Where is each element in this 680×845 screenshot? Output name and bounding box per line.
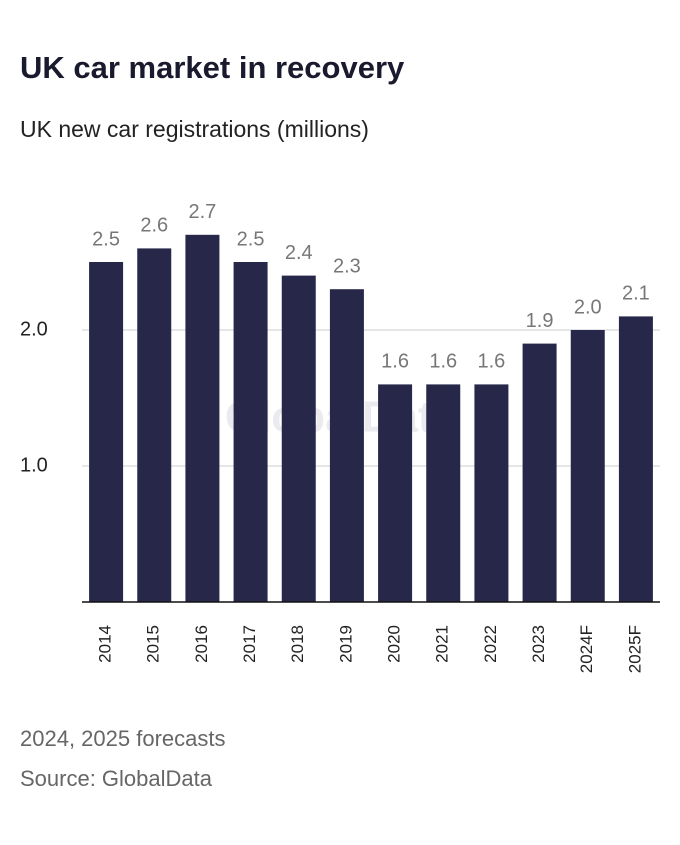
x-tick-label: 2020 bbox=[385, 625, 404, 663]
x-tick-label: 2018 bbox=[288, 625, 307, 663]
y-tick-label: 2.0 bbox=[20, 318, 48, 340]
value-label: 1.6 bbox=[429, 351, 457, 373]
x-tick-label: 2024F bbox=[577, 625, 596, 673]
bar bbox=[233, 262, 268, 602]
x-tick-label: 2017 bbox=[240, 625, 259, 663]
x-tick-label: 2022 bbox=[481, 625, 500, 663]
value-label: 1.9 bbox=[526, 310, 554, 332]
x-tick-label: 2023 bbox=[529, 625, 548, 663]
note: 2024, 2025 forecasts bbox=[20, 726, 225, 751]
chart-title: UK car market in recovery bbox=[20, 50, 405, 85]
value-label: 2.5 bbox=[92, 228, 120, 250]
x-tick-label: 2016 bbox=[192, 625, 211, 663]
bar bbox=[281, 275, 316, 602]
value-label: 2.5 bbox=[237, 228, 265, 250]
value-label: 2.1 bbox=[622, 283, 650, 305]
source: Source: GlobalData bbox=[20, 766, 213, 791]
x-tick-label: 2021 bbox=[433, 625, 452, 663]
bar bbox=[474, 384, 509, 602]
value-label: 1.6 bbox=[381, 351, 409, 373]
bar bbox=[618, 316, 653, 602]
bar bbox=[570, 330, 605, 602]
x-tick-label: 2025F bbox=[625, 625, 644, 673]
x-tick-label: 2019 bbox=[336, 625, 355, 663]
bar bbox=[378, 384, 413, 602]
value-label: 2.6 bbox=[140, 215, 168, 237]
value-label: 1.6 bbox=[478, 351, 506, 373]
bar bbox=[185, 234, 220, 603]
bar bbox=[426, 384, 461, 602]
x-tick-label: 2015 bbox=[144, 625, 163, 663]
bar bbox=[137, 248, 172, 602]
value-label: 2.3 bbox=[333, 255, 361, 277]
chart-subtitle: UK new car registrations (millions) bbox=[20, 116, 369, 142]
y-tick-label: 1.0 bbox=[20, 454, 48, 476]
bar bbox=[89, 262, 124, 602]
value-label: 2.4 bbox=[285, 242, 313, 264]
bar bbox=[522, 343, 557, 602]
bar bbox=[329, 289, 364, 602]
x-tick-label: 2014 bbox=[96, 625, 115, 663]
value-label: 2.7 bbox=[189, 201, 217, 223]
value-label: 2.0 bbox=[574, 296, 602, 318]
